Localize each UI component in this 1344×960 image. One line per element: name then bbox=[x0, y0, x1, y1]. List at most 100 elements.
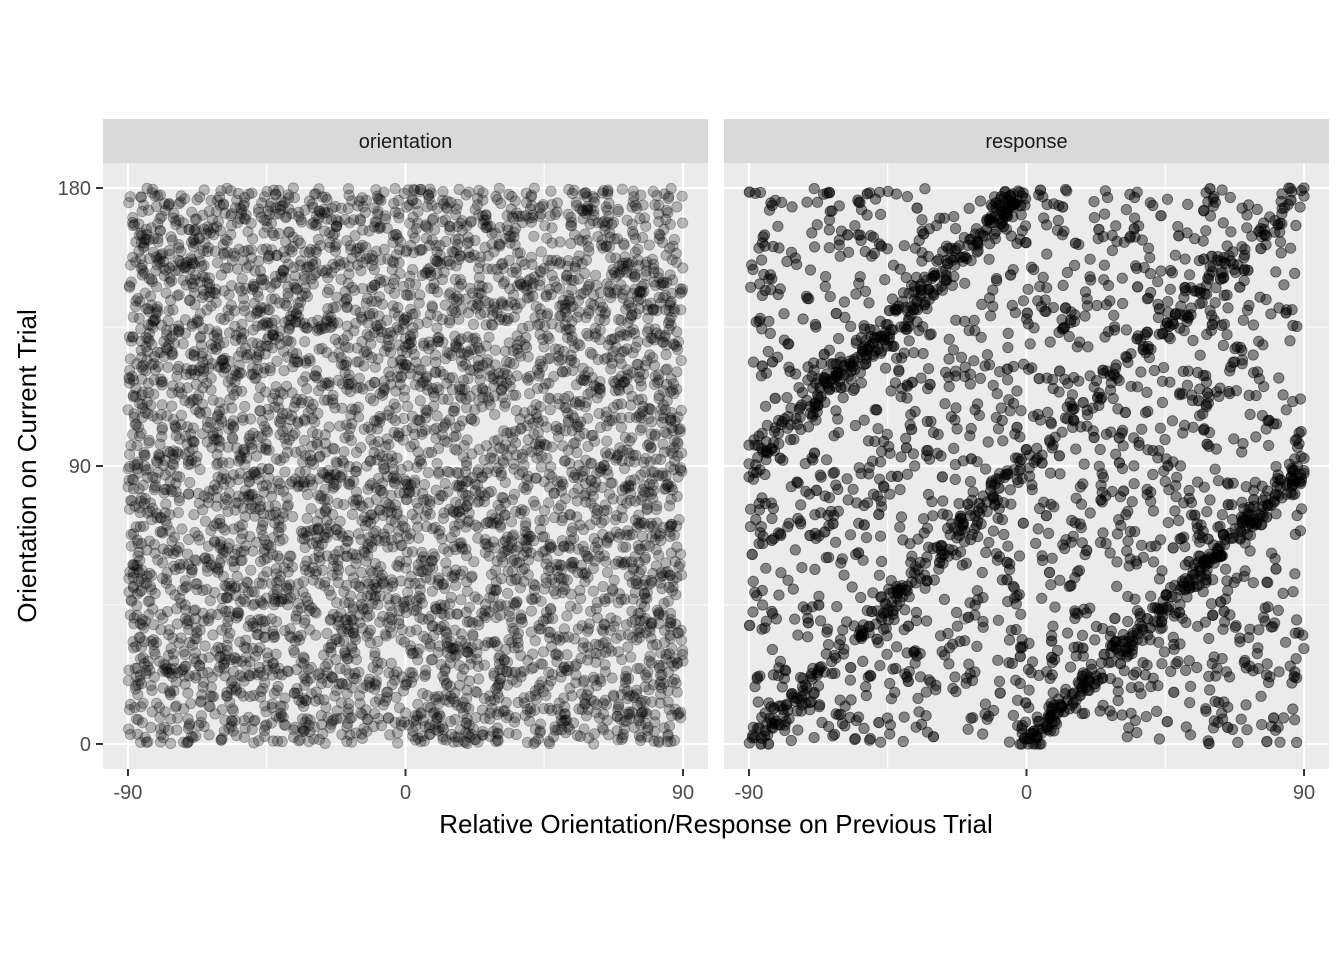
scatter-point bbox=[216, 602, 228, 615]
scatter-point bbox=[668, 234, 681, 246]
scatter-point bbox=[277, 345, 290, 357]
scatter-point bbox=[272, 331, 284, 343]
scatter-point bbox=[653, 609, 665, 621]
scatter-point bbox=[461, 646, 474, 658]
scatter-point bbox=[292, 356, 304, 368]
scatter-point bbox=[505, 575, 517, 587]
scatter-point bbox=[676, 648, 689, 661]
scatter-point bbox=[366, 295, 378, 307]
scatter-point bbox=[510, 222, 522, 234]
scatter-point bbox=[477, 725, 489, 738]
scatter-point bbox=[496, 391, 509, 403]
scatter-point bbox=[561, 311, 573, 323]
scatter-point bbox=[455, 392, 467, 404]
scatter-point bbox=[520, 187, 532, 199]
scatter-point bbox=[378, 243, 390, 255]
scatter-point bbox=[590, 647, 602, 660]
scatter-point bbox=[292, 598, 304, 610]
scatter-point bbox=[390, 595, 402, 607]
scatter-point bbox=[189, 612, 201, 625]
scatter-point bbox=[621, 214, 633, 226]
scatter-point bbox=[418, 735, 430, 747]
scatter-point bbox=[122, 404, 134, 416]
scatter-point bbox=[194, 624, 206, 636]
scatter-point bbox=[658, 597, 670, 610]
scatter-point bbox=[446, 246, 458, 258]
scatter-point bbox=[635, 564, 647, 576]
scatter-point bbox=[621, 692, 634, 705]
scatter-point bbox=[124, 373, 136, 385]
scatter-point bbox=[356, 239, 368, 251]
scatter-point bbox=[199, 640, 211, 652]
scatter-point bbox=[450, 341, 462, 353]
scatter-point bbox=[182, 722, 194, 735]
scatter-point bbox=[241, 576, 253, 588]
scatter-point bbox=[668, 463, 680, 476]
scatter-point bbox=[198, 259, 210, 272]
scatter-point bbox=[150, 472, 162, 484]
scatter-point bbox=[135, 701, 147, 713]
scatter-point bbox=[245, 564, 257, 576]
scatter-point bbox=[452, 198, 464, 210]
scatter-point bbox=[601, 435, 613, 447]
scatter-point bbox=[672, 336, 685, 348]
scatter-point bbox=[308, 553, 320, 565]
scatter-point bbox=[321, 502, 333, 514]
scatter-point bbox=[222, 441, 234, 453]
scatter-point bbox=[294, 296, 307, 308]
scatter-point bbox=[417, 687, 429, 700]
scatter-point bbox=[445, 196, 457, 209]
scatter-point bbox=[148, 619, 160, 631]
scatter-point bbox=[395, 716, 407, 728]
scatter-point bbox=[170, 219, 182, 231]
scatter-point bbox=[673, 513, 685, 526]
scatter-point bbox=[252, 290, 264, 303]
scatter-point bbox=[615, 358, 627, 370]
scatter-point bbox=[308, 188, 321, 200]
scatter-point bbox=[274, 386, 287, 398]
scatter-point bbox=[632, 517, 644, 529]
scatter-point bbox=[541, 330, 554, 343]
scatter-point bbox=[289, 270, 301, 282]
scatter-point bbox=[535, 595, 547, 607]
scatter-point bbox=[298, 724, 310, 736]
scatter-point bbox=[426, 300, 438, 312]
scatter-point bbox=[400, 595, 412, 608]
scatter-point bbox=[330, 654, 342, 666]
scatter-point bbox=[368, 263, 380, 276]
scatter-point bbox=[521, 372, 533, 384]
scatter-point bbox=[140, 464, 152, 476]
scatter-point bbox=[648, 334, 661, 346]
scatter-point bbox=[193, 497, 205, 509]
scatter-point bbox=[205, 416, 217, 429]
scatter-point bbox=[368, 720, 380, 733]
scatter-point bbox=[354, 213, 366, 225]
scatter-point bbox=[450, 444, 463, 456]
scatter-point bbox=[630, 308, 642, 320]
scatter-point bbox=[244, 430, 256, 442]
scatter-point bbox=[654, 669, 667, 681]
scatter-point bbox=[560, 727, 572, 739]
scatter-point bbox=[643, 540, 656, 552]
scatter-point bbox=[436, 533, 448, 545]
scatter-point bbox=[318, 203, 330, 216]
scatter-point bbox=[428, 400, 440, 412]
scatter-point bbox=[419, 267, 431, 279]
scatter-point bbox=[343, 217, 356, 229]
scatter-point bbox=[464, 658, 476, 670]
scatter-point bbox=[197, 322, 209, 335]
scatter-point bbox=[557, 478, 569, 490]
scatter-point bbox=[332, 497, 344, 509]
scatter-point bbox=[350, 673, 362, 685]
scatter-point bbox=[608, 332, 621, 345]
scatter-point bbox=[625, 399, 637, 411]
scatter-point bbox=[663, 720, 676, 732]
scatter-point bbox=[162, 361, 174, 373]
scatter-point bbox=[666, 447, 679, 459]
scatter-point bbox=[344, 478, 356, 491]
scatter-point bbox=[123, 474, 135, 486]
scatter-point bbox=[316, 323, 328, 335]
scatter-point bbox=[452, 467, 464, 480]
scatter-point bbox=[564, 293, 576, 306]
scatter-point bbox=[355, 533, 367, 546]
